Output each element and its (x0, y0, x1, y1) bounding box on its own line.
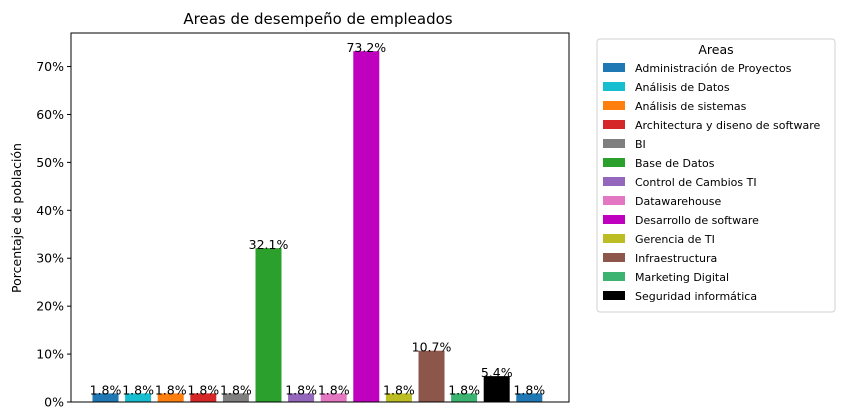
legend-swatch (603, 120, 625, 129)
legend-item-label: Datawarehouse (635, 195, 721, 208)
legend-item-label: Desarrollo de software (635, 214, 759, 227)
bar-value-label: 1.8% (383, 382, 415, 397)
y-tick-label: 30% (36, 251, 64, 266)
bar (353, 51, 380, 402)
bar-value-label: 1.8% (285, 382, 317, 397)
bar-value-label: 1.8% (187, 382, 219, 397)
legend-box (596, 38, 836, 313)
bar (288, 393, 315, 402)
legend-swatch (603, 139, 625, 148)
legend-item-label: BI (635, 138, 646, 151)
legend-item-label: Infraestructura (635, 252, 717, 265)
y-tick-label: 40% (36, 203, 64, 218)
bar-value-label: 1.8% (155, 382, 187, 397)
bar (418, 350, 445, 402)
y-tick-label: 20% (36, 299, 64, 314)
bar (255, 248, 282, 402)
legend-item-label: Control de Cambios TI (635, 176, 757, 189)
bar-value-label: 1.8% (122, 382, 154, 397)
bar-value-label: 1.8% (318, 382, 350, 397)
bar-value-label: 1.8% (448, 382, 480, 397)
y-axis-label: Porcentaje de población (9, 143, 24, 293)
legend-title: Areas (698, 42, 733, 57)
bar-value-label: 1.8% (90, 382, 122, 397)
y-axis: 0% 10% 20% 30% 40% 50% 60% 70% (36, 59, 71, 410)
bar (451, 393, 478, 402)
legend-item-label: Gerencia de TI (635, 233, 715, 246)
legend-swatch (603, 291, 625, 300)
chart-title: Areas de desempeño de empleados (183, 10, 452, 28)
bar-value-label: 5.4% (481, 365, 513, 380)
legend-swatch (603, 196, 625, 205)
bar-labels: 1.8% 1.8% 1.8% 1.8% 1.8%32.1%1.8% 1.8%73.2%1.… (90, 40, 546, 397)
legend-swatch (603, 177, 625, 186)
legend-swatch (603, 253, 625, 262)
legend-swatch (603, 63, 625, 72)
legend: Areas Administración de Proyectos Análisis… (596, 38, 836, 313)
legend-swatch (603, 215, 625, 224)
bar (516, 393, 543, 402)
y-tick-label: 60% (36, 107, 64, 122)
bar (222, 393, 249, 402)
bar (385, 393, 412, 402)
legend-swatch (603, 101, 625, 110)
bar-value-label: 1.8% (220, 382, 252, 397)
bar (190, 393, 217, 402)
bar-value-label: 10.7% (412, 340, 452, 355)
legend-item-label: Seguridad informática (635, 290, 757, 303)
legend-item-label: Base de Datos (635, 157, 715, 170)
bar-value-label: 32.1% (249, 237, 289, 252)
bar-value-label: 1.8% (513, 382, 545, 397)
y-tick-label: 50% (36, 155, 64, 170)
legend-swatch (603, 158, 625, 167)
legend-item-label: Análisis de Datos (635, 81, 730, 94)
bar (483, 376, 510, 402)
plot-frame (70, 32, 570, 403)
bar-value-label: 73.2% (346, 40, 386, 55)
bar (125, 393, 152, 402)
bar (157, 393, 184, 402)
y-tick-label: 0% (44, 395, 64, 410)
bars (92, 51, 543, 402)
legend-swatch (603, 234, 625, 243)
legend-swatch (603, 82, 625, 91)
legend-item-label: Administración de Proyectos (635, 62, 792, 75)
legend-item-label: Architectura y diseno de software (635, 119, 821, 132)
legend-item-label: Marketing Digital (635, 271, 729, 284)
legend-swatch (603, 272, 625, 281)
legend-item-label: Análisis de sistemas (635, 100, 747, 113)
bar (320, 393, 347, 402)
y-tick-label: 10% (36, 347, 64, 362)
y-tick-label: 70% (36, 59, 64, 74)
bar (92, 393, 119, 402)
